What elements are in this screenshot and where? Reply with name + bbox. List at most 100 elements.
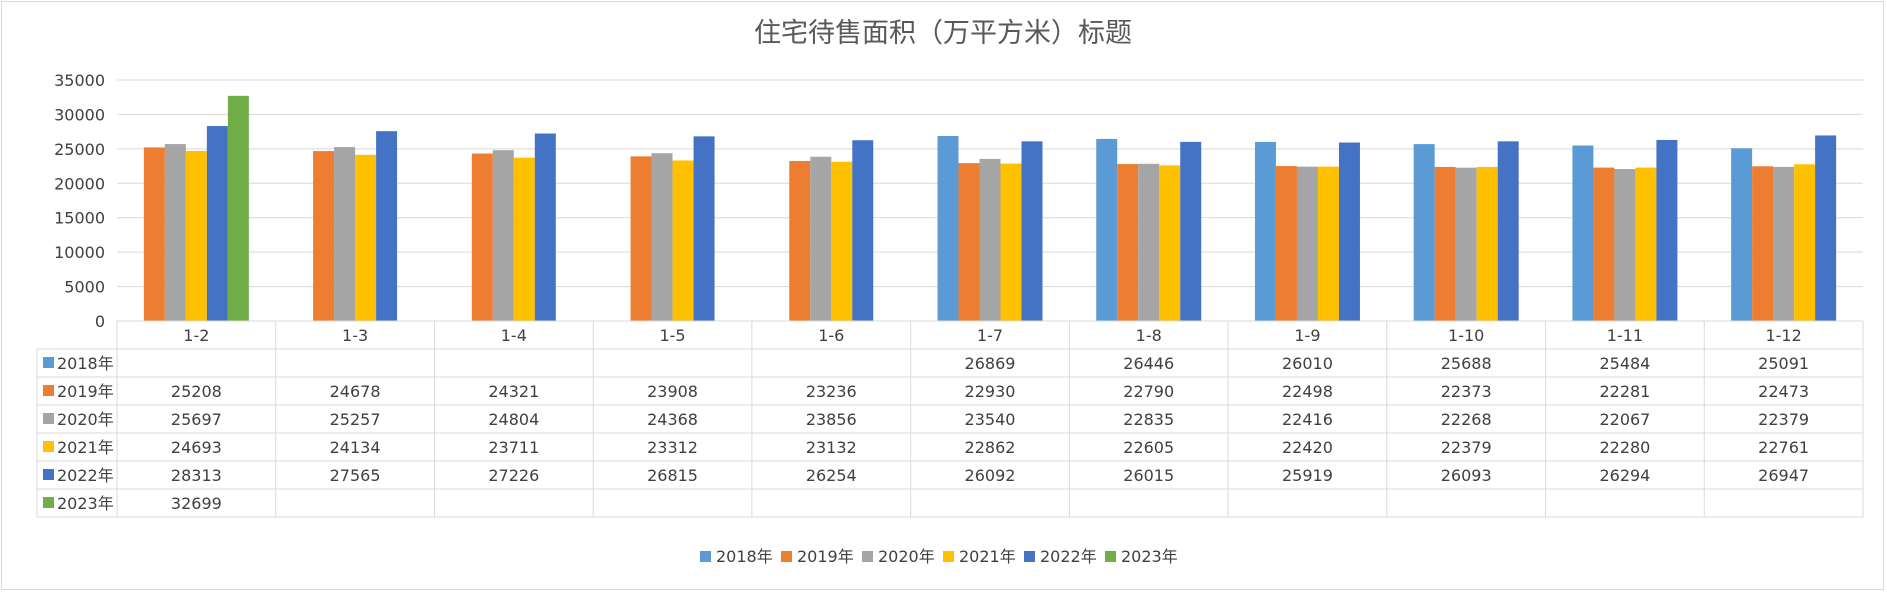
bar: [693, 136, 715, 321]
y-tick-label: 25000: [54, 140, 105, 159]
bar: [810, 156, 832, 321]
table-cell-value: 22268: [1441, 410, 1492, 429]
table-cell-value: 24321: [488, 382, 539, 401]
table-cell-value: 22416: [1282, 410, 1333, 429]
table-cell-value: 26092: [965, 466, 1016, 485]
x-tick-label: 1-7: [977, 326, 1003, 345]
bar: [1275, 166, 1297, 321]
bar: [789, 161, 811, 321]
legend-key: [700, 551, 711, 562]
bar: [376, 131, 398, 321]
x-tick-label: 1-5: [659, 326, 685, 345]
x-tick-label: 1-3: [342, 326, 368, 345]
bar: [1455, 167, 1477, 321]
legend-label: 2023年: [1121, 547, 1178, 566]
table-series-label: 2018年: [57, 354, 114, 373]
table-cell-value: 22835: [1123, 410, 1174, 429]
table-cell-value: 26010: [1282, 354, 1333, 373]
table-cell-value: 27565: [330, 466, 381, 485]
bar: [355, 154, 377, 321]
bar: [1000, 163, 1022, 321]
table-cell-value: 25688: [1441, 354, 1492, 373]
bar: [1338, 142, 1360, 321]
table-cell-value: 22379: [1758, 410, 1809, 429]
bar: [185, 150, 207, 321]
bar: [1752, 166, 1774, 321]
table-cell-value: 26015: [1123, 466, 1174, 485]
table-cell-value: 26869: [965, 354, 1016, 373]
legend-label: 2019年: [797, 547, 854, 566]
bar: [1117, 164, 1139, 321]
bar: [534, 133, 556, 321]
legend-key: [943, 551, 954, 562]
bar: [1138, 163, 1160, 321]
table-cell-value: 22280: [1599, 438, 1650, 457]
table-cell-value: 24368: [647, 410, 698, 429]
bar: [1476, 166, 1498, 321]
x-tick-label: 1-11: [1607, 326, 1643, 345]
table-cell-value: 22498: [1282, 382, 1333, 401]
legend-label: 2018年: [716, 547, 773, 566]
bar: [227, 95, 249, 322]
table-cell-value: 23312: [647, 438, 698, 457]
table-cell-value: 22930: [965, 382, 1016, 401]
bar: [630, 156, 652, 321]
legend-key: [781, 551, 792, 562]
legend-label: 2022年: [1040, 547, 1097, 566]
bar: [937, 135, 959, 321]
bar: [471, 153, 493, 321]
x-tick-label: 1-10: [1448, 326, 1484, 345]
bar: [831, 161, 853, 321]
y-tick-label: 10000: [54, 243, 105, 262]
table-cell-value: 25091: [1758, 354, 1809, 373]
legend-label: 2021年: [959, 547, 1016, 566]
y-tick-label: 15000: [54, 209, 105, 228]
bar: [1254, 141, 1276, 321]
table-legend-key: [43, 469, 54, 480]
y-tick-label: 30000: [54, 105, 105, 124]
table-cell-value: 22373: [1441, 382, 1492, 401]
table-series-label: 2020年: [57, 410, 114, 429]
table-cell-value: 23908: [647, 382, 698, 401]
x-tick-label: 1-2: [183, 326, 209, 345]
table-legend-key: [43, 413, 54, 424]
x-tick-label: 1-12: [1765, 326, 1801, 345]
bar: [1180, 141, 1202, 321]
bar: [1773, 166, 1795, 321]
table-cell-value: 25484: [1599, 354, 1650, 373]
table-cell-value: 22862: [965, 438, 1016, 457]
table-cell-value: 23236: [806, 382, 857, 401]
x-tick-label: 1-8: [1136, 326, 1162, 345]
x-tick-label: 1-9: [1294, 326, 1320, 345]
table-cell-value: 24134: [330, 438, 381, 457]
bar: [1434, 166, 1456, 321]
table-cell-value: 23540: [965, 410, 1016, 429]
table-cell-value: 25919: [1282, 466, 1333, 485]
table-cell-value: 22281: [1599, 382, 1650, 401]
table-cell-value: 28313: [171, 466, 222, 485]
legend-key: [862, 551, 873, 562]
table-legend-key: [43, 357, 54, 368]
table-legend-key: [43, 497, 54, 508]
bar: [1635, 167, 1657, 321]
bar: [492, 150, 514, 321]
bar: [1593, 167, 1615, 321]
table-cell-value: 22473: [1758, 382, 1809, 401]
legend-key: [1105, 551, 1116, 562]
table-cell-value: 22605: [1123, 438, 1174, 457]
table-series-label: 2022年: [57, 466, 114, 485]
table-cell-value: 25208: [171, 382, 222, 401]
bar: [1815, 135, 1837, 321]
table-legend-key: [43, 441, 54, 452]
bar: [1572, 145, 1594, 321]
bar: [334, 147, 356, 321]
bar: [1614, 169, 1636, 321]
bar: [651, 153, 673, 321]
table-cell-value: 26294: [1599, 466, 1650, 485]
x-tick-label: 1-6: [818, 326, 844, 345]
table-cell-value: 22761: [1758, 438, 1809, 457]
data-table: 1-2 1-3 1-4 1-5 1-6 1-7 1-8 1-9 1-10 1-11 1-12 2018…: [36, 320, 1864, 518]
table-cell-value: 26947: [1758, 466, 1809, 485]
table-cell-value: 25257: [330, 410, 381, 429]
